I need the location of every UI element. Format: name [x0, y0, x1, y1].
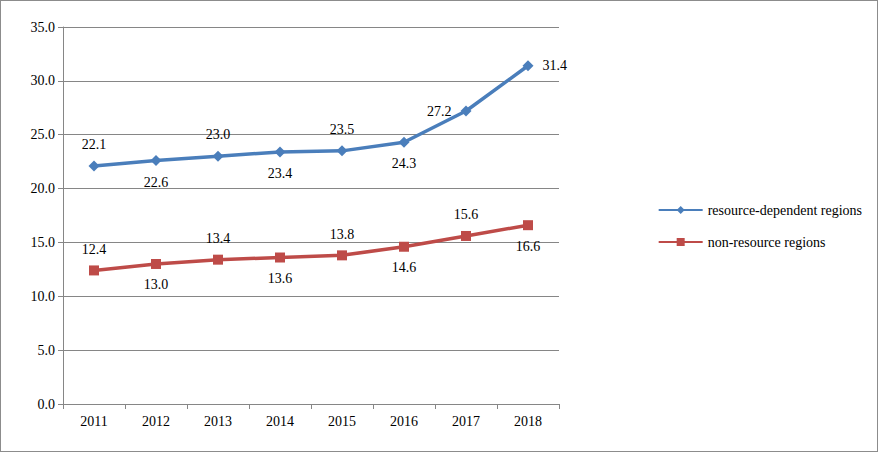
svg-text:20.0: 20.0: [31, 181, 56, 196]
svg-text:2016: 2016: [390, 414, 418, 429]
svg-text:13.6: 13.6: [268, 271, 293, 286]
svg-text:2015: 2015: [328, 414, 356, 429]
svg-text:13.4: 13.4: [206, 231, 231, 246]
svg-text:30.0: 30.0: [31, 73, 56, 88]
svg-text:non-resource regions: non-resource regions: [708, 235, 826, 250]
svg-text:22.6: 22.6: [144, 175, 169, 190]
svg-text:23.5: 23.5: [330, 122, 355, 137]
svg-text:2011: 2011: [80, 414, 107, 429]
svg-text:14.6: 14.6: [392, 260, 417, 275]
svg-text:resource-dependent regions: resource-dependent regions: [708, 203, 862, 218]
svg-text:5.0: 5.0: [38, 343, 56, 358]
svg-text:24.3: 24.3: [392, 156, 417, 171]
svg-text:2012: 2012: [142, 414, 170, 429]
svg-text:0.0: 0.0: [38, 397, 56, 412]
svg-text:12.4: 12.4: [82, 242, 107, 257]
svg-text:27.2: 27.2: [427, 104, 452, 119]
svg-text:31.4: 31.4: [543, 58, 568, 73]
svg-text:15.0: 15.0: [31, 235, 56, 250]
svg-text:15.6: 15.6: [454, 207, 479, 222]
svg-text:23.4: 23.4: [268, 166, 293, 181]
svg-text:23.0: 23.0: [206, 127, 231, 142]
svg-text:13.0: 13.0: [144, 277, 169, 292]
svg-text:2018: 2018: [514, 414, 542, 429]
svg-text:2013: 2013: [204, 414, 232, 429]
svg-text:22.1: 22.1: [82, 137, 107, 152]
svg-text:25.0: 25.0: [31, 127, 56, 142]
svg-text:16.6: 16.6: [516, 239, 541, 254]
svg-text:35.0: 35.0: [31, 20, 56, 35]
svg-text:2014: 2014: [266, 414, 294, 429]
svg-text:2017: 2017: [452, 414, 480, 429]
svg-text:13.8: 13.8: [330, 227, 355, 242]
svg-text:10.0: 10.0: [31, 289, 56, 304]
